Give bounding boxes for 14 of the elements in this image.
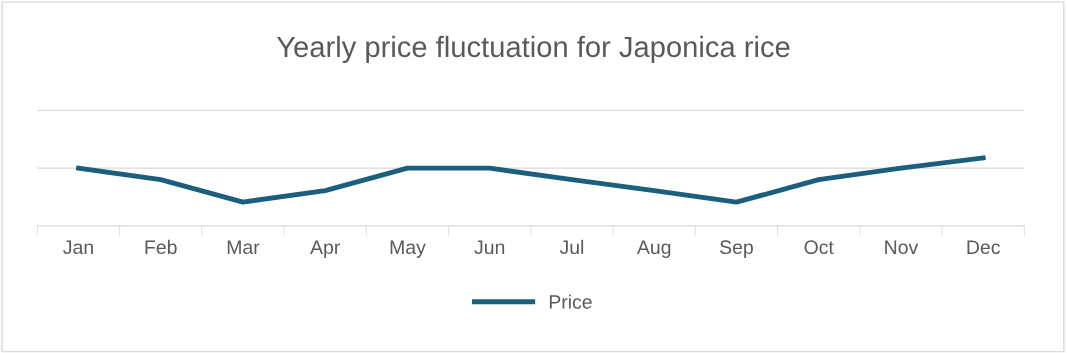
x-tick-label: Jun <box>474 240 505 255</box>
x-tick-label: May <box>390 240 426 258</box>
x-tick-label: Dec <box>967 240 1000 255</box>
x-tick-label: Sep <box>720 240 753 258</box>
x-tick-label: Apr <box>310 240 341 258</box>
x-tick-label: Feb <box>145 239 177 255</box>
x-tick-label: Oct <box>804 240 834 255</box>
chart-title: Yearly price fluctuation for Japonica rice <box>276 35 790 64</box>
x-tick-label: Nov <box>885 240 919 255</box>
legend-label: Price <box>549 294 592 309</box>
x-tick-label: Jan <box>63 240 93 255</box>
x-tick-label: Jul <box>559 239 584 255</box>
x-tick-label: Aug <box>636 240 671 258</box>
x-tick-label: Mar <box>227 240 260 255</box>
